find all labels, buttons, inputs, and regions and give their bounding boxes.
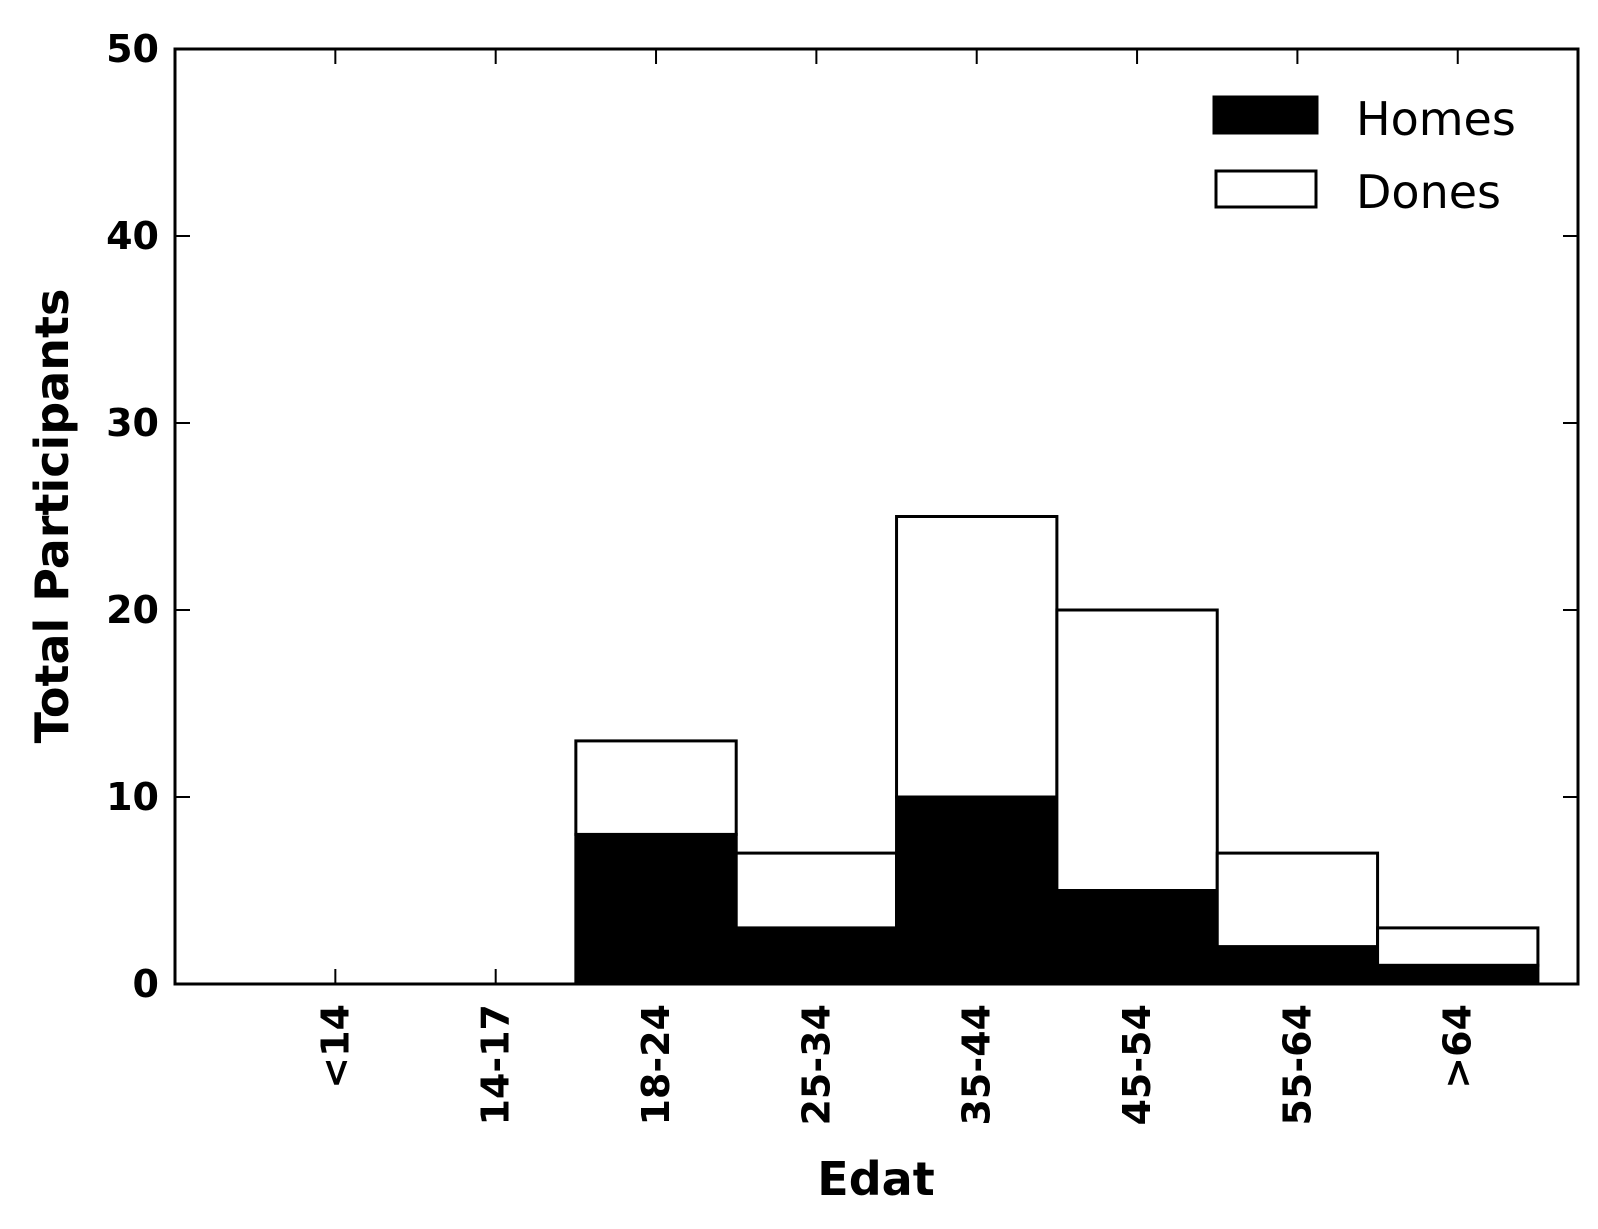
legend: Homes Dones [1212,92,1516,219]
x-tick-label-35-44: 35-44 [955,1004,999,1126]
x-tick-labels: <14 14-17 18-24 25-34 35-44 45-54 55-64 >64 [313,1004,1479,1126]
y-tick-label-20: 20 [106,588,159,632]
legend-swatch-dones [1214,169,1318,209]
y-tick-label-30: 30 [106,401,159,445]
y-tick-label-10: 10 [106,775,159,819]
ticks-layer [175,48,1578,985]
bar-dones-45-54 [1055,608,1219,892]
y-tick-label-0: 0 [133,962,159,1006]
bar-dones->64 [1376,926,1540,967]
x-tick-label-55-64: 55-64 [1275,1004,1319,1126]
x-tick-label-18-24: 18-24 [634,1004,678,1126]
bar-dones-25-34 [734,851,899,930]
y-axis-title: Total Participants [25,289,79,744]
y-tick-label-40: 40 [106,214,159,258]
x-tick-label-45-54: 45-54 [1115,1004,1159,1126]
bars-layer [255,515,1540,986]
y-tick-labels: 0 10 20 30 40 50 [106,27,159,1006]
x-tick-label-<14: <14 [313,1004,357,1089]
legend-label-homes: Homes [1356,92,1516,146]
plot-frame [173,47,1580,986]
bar-dones-35-44 [895,515,1059,799]
legend-label-dones: Dones [1356,165,1501,219]
y-tick-label-50: 50 [106,27,159,71]
bar-homes-35-44 [895,795,1059,986]
x-axis-title: Edat [817,1152,934,1206]
legend-swatch-homes [1212,95,1319,135]
x-tick-label-14-17: 14-17 [474,1004,518,1126]
x-tick-label->64: >64 [1436,1004,1480,1089]
bar-dones-55-64 [1215,851,1380,949]
x-tick-label-25-34: 25-34 [794,1004,838,1126]
bar-dones-18-24 [574,739,738,836]
bar-homes-18-24 [574,832,738,986]
